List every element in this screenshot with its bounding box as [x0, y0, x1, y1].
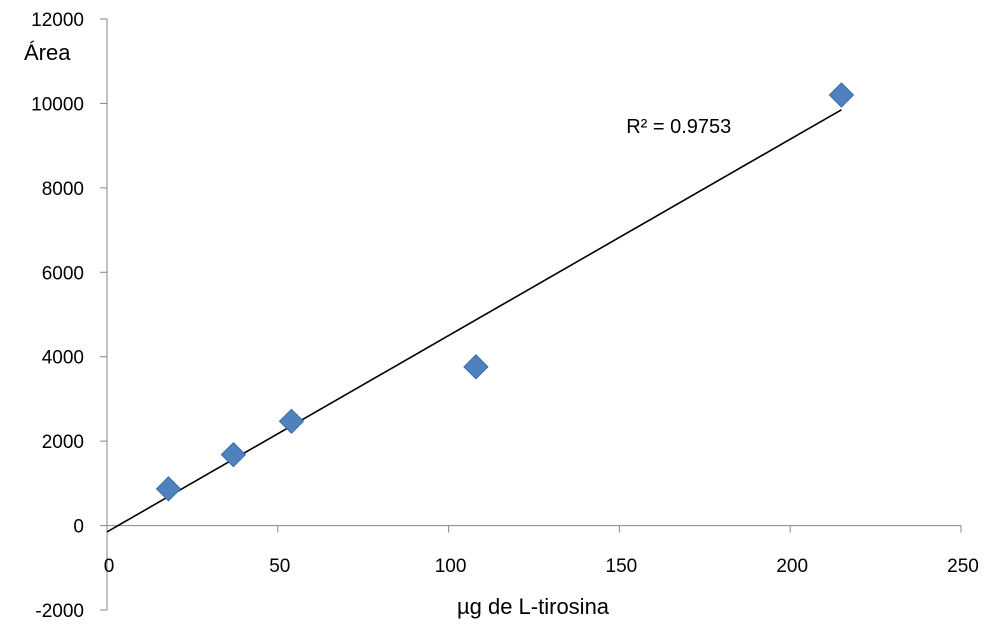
r-squared-annotation: R² = 0.9753 — [626, 116, 731, 138]
x-axis: 0 50 100 150 200 250 — [104, 525, 979, 577]
y-tick-label: 6000 — [42, 263, 84, 284]
data-point — [828, 82, 855, 108]
y-axis: 12000 10000 8000 6000 4000 2000 0 -2000 — [31, 10, 108, 622]
trendline — [106, 109, 842, 533]
y-tick-label: 8000 — [42, 179, 84, 200]
x-tick-label: 150 — [606, 556, 638, 577]
x-tick-label: 200 — [776, 556, 808, 577]
x-axis-title: µg de L-tirosina — [457, 594, 610, 619]
y-tick-label: 2000 — [42, 432, 84, 453]
y-tick-label: 4000 — [42, 348, 84, 369]
y-tick-label: 0 — [73, 517, 84, 538]
x-tick-label: 250 — [947, 556, 979, 577]
x-tick-label: 0 — [104, 556, 115, 577]
y-tick-label: -2000 — [35, 601, 84, 622]
data-point — [220, 441, 247, 468]
y-axis-title: Área — [24, 40, 71, 65]
x-tick-label: 50 — [269, 556, 290, 577]
y-tick-label: 10000 — [31, 94, 84, 115]
y-tick-label: 12000 — [31, 10, 84, 31]
data-point — [463, 354, 489, 380]
data-point — [155, 476, 182, 502]
x-tick-label: 100 — [435, 556, 467, 577]
data-point — [278, 408, 305, 435]
